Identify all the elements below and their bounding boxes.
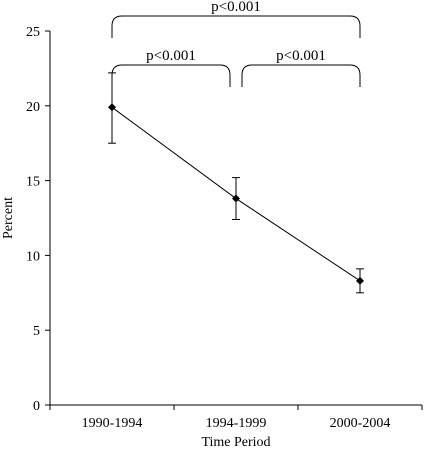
significance-label: p<0.001 xyxy=(276,48,326,64)
chart-axes: 0 5 10 15 20 25 1990-1994 1994-1999 2000-2004 xyxy=(26,25,423,431)
significance-brackets: p<0.001 p<0.001 p<0.001 xyxy=(111,0,361,87)
y-tick-label: 0 xyxy=(33,399,40,414)
y-tick-label: 25 xyxy=(26,25,40,40)
data-point xyxy=(356,276,364,285)
x-tick-label: 2000-2004 xyxy=(330,416,391,431)
significance-bracket xyxy=(111,64,231,87)
y-tick-label: 15 xyxy=(26,175,40,190)
y-tick-label: 10 xyxy=(26,249,40,264)
y-tick-label: 20 xyxy=(26,100,40,115)
y-tick-label: 5 xyxy=(33,324,40,339)
significance-label: p<0.001 xyxy=(146,48,196,64)
significance-label: p<0.001 xyxy=(211,0,261,15)
data-point xyxy=(232,194,240,203)
y-axis-title: Percent xyxy=(1,197,16,239)
data-series xyxy=(108,72,364,294)
x-tick-label: 1990-1994 xyxy=(82,416,143,431)
x-axis-title: Time Period xyxy=(201,435,270,449)
data-point xyxy=(108,103,116,112)
significance-bracket xyxy=(111,15,361,38)
x-tick-label: 1994-1999 xyxy=(206,416,267,431)
significance-bracket xyxy=(241,64,361,87)
